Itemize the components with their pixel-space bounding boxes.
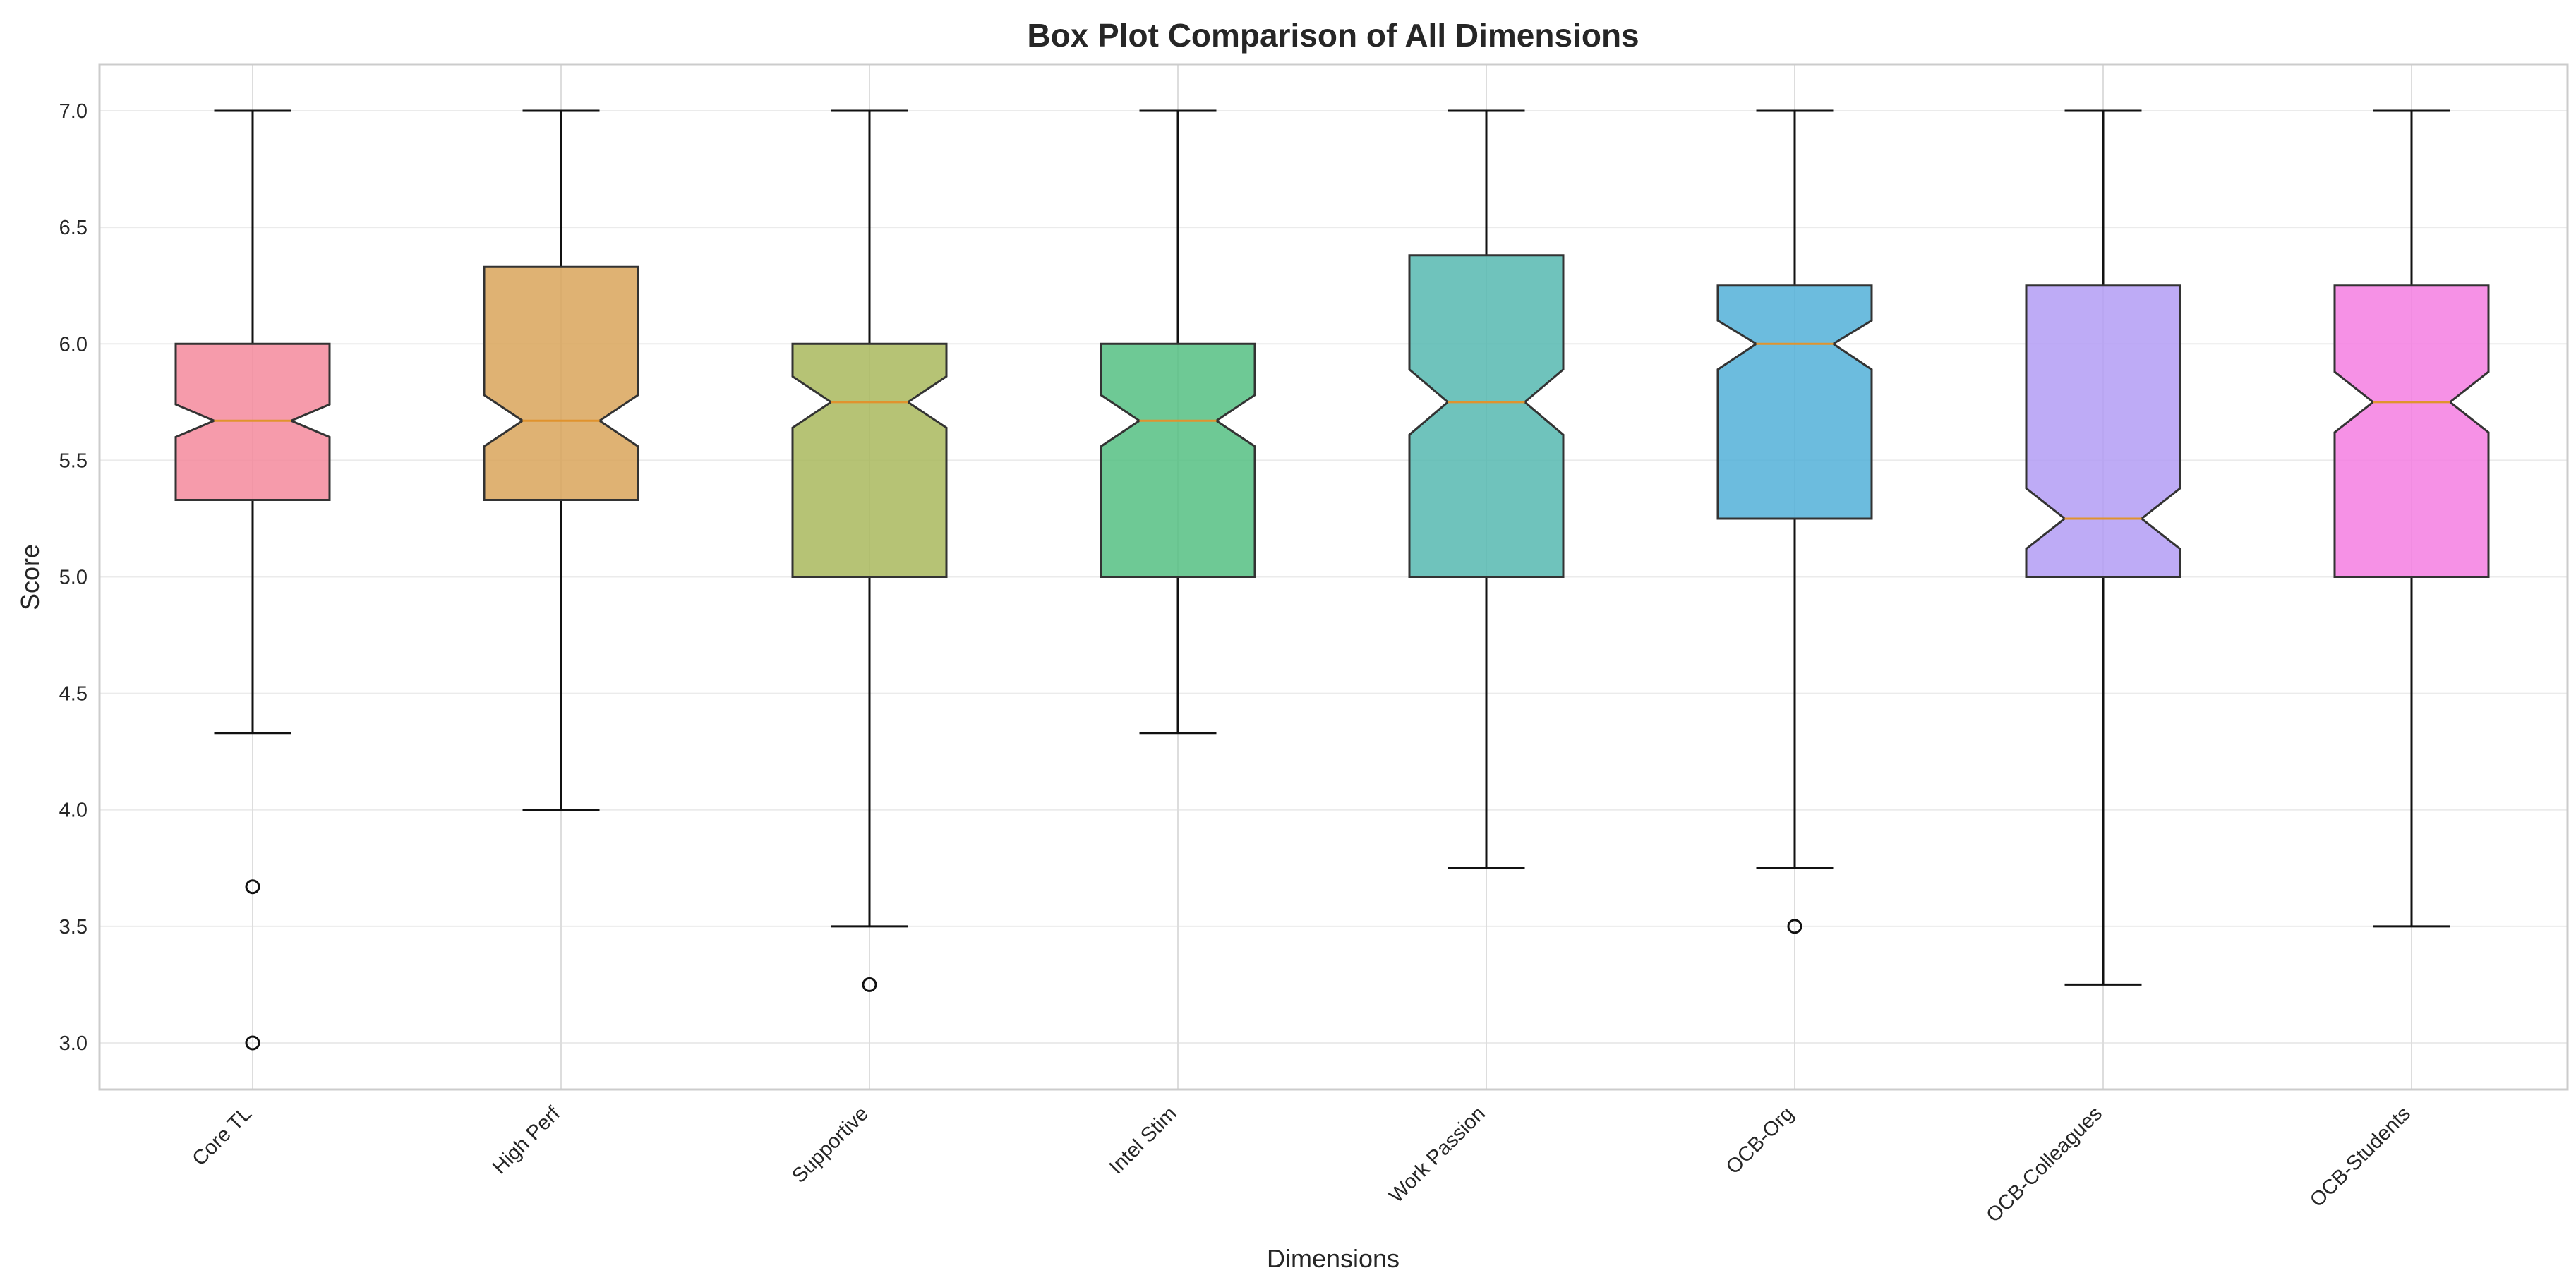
chart-title: Box Plot Comparison of All Dimensions <box>1027 17 1639 54</box>
box-body <box>2333 284 2490 578</box>
boxes <box>174 109 2490 1051</box>
box-group <box>1716 109 1873 934</box>
outlier-point <box>862 977 877 992</box>
y-tick-label: 6.5 <box>59 217 88 239</box>
y-tick-label: 4.0 <box>59 799 88 822</box>
outlier-point <box>1787 919 1802 934</box>
box-group <box>2333 109 2490 928</box>
y-tick-label: 7.0 <box>59 100 88 123</box>
box-body <box>1100 342 1256 578</box>
box-group <box>174 109 331 1051</box>
y-axis-label: Score <box>16 544 44 610</box>
box-body <box>2025 284 2181 578</box>
plot-area-frame <box>98 63 2569 1091</box>
outlier-point <box>245 879 260 895</box>
box-group <box>2025 109 2181 986</box>
box-group <box>1408 109 1565 869</box>
box-body <box>1716 284 1873 520</box>
box-body <box>174 342 331 502</box>
y-tick-label: 6.0 <box>59 333 88 356</box>
box-group <box>791 109 948 992</box>
box-group <box>1100 109 1256 735</box>
box-body <box>483 265 639 502</box>
y-tick-label: 3.0 <box>59 1032 88 1055</box>
y-tick-label: 3.5 <box>59 916 88 938</box>
y-axis-ticks: 3.0 3.5 4.0 4.5 5.0 5.5 6.0 6.5 7.0 <box>59 100 88 1055</box>
box-body <box>1408 254 1565 578</box>
y-tick-label: 4.5 <box>59 683 88 706</box>
y-tick-label: 5.0 <box>59 567 88 589</box>
box-body <box>791 342 948 578</box>
y-tick-label: 5.5 <box>59 449 88 472</box>
box-group <box>483 109 639 811</box>
outlier-point <box>245 1035 260 1051</box>
x-axis-label: Dimensions <box>1267 1244 1400 1273</box>
